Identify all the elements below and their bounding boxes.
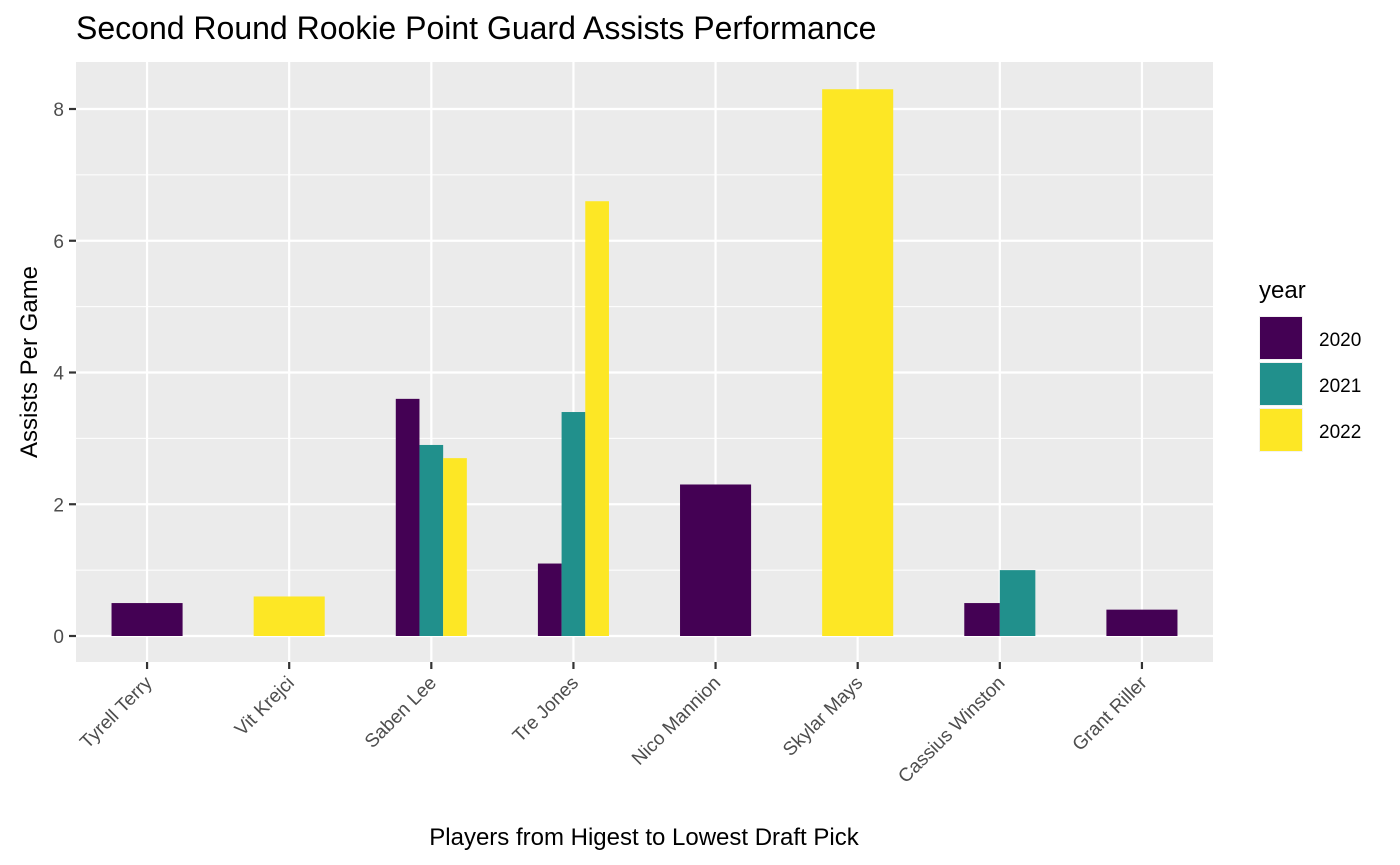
- x-tick-label: Tyrell Terry: [76, 672, 157, 753]
- bar-tre-jones-2021: [561, 412, 586, 636]
- bar-tre-jones-2020: [537, 563, 562, 636]
- x-tick-label: Tre Jones: [509, 673, 583, 747]
- y-tick-label: 2: [53, 495, 64, 516]
- legend-label-2021: 2021: [1319, 376, 1361, 397]
- bar-nico-mannion-2020: [680, 484, 752, 636]
- bar-tre-jones-2022: [585, 201, 609, 636]
- y-tick-label: 6: [53, 232, 64, 253]
- x-tick-label: Grant Riller: [1069, 672, 1152, 755]
- bar-skylar-mays-2022: [822, 89, 894, 637]
- chart-title: Second Round Rookie Point Guard Assists …: [76, 10, 876, 46]
- x-tick-label: Skylar Mays: [779, 673, 867, 761]
- bars: [111, 89, 1178, 637]
- y-tick-label: 4: [53, 364, 64, 385]
- legend-swatch-2022: [1260, 409, 1302, 451]
- x-axis-title: Players from Higest to Lowest Draft Pick: [429, 824, 859, 851]
- bar-grant-riller-2020: [1106, 609, 1178, 636]
- bar-cassius-winston-2021: [999, 570, 1036, 636]
- y-tick-label: 0: [53, 627, 64, 648]
- plot-panel: [76, 62, 1213, 662]
- x-tick-label: Vit Krejci: [231, 673, 299, 741]
- bar-saben-lee-2021: [419, 444, 444, 636]
- bar-vit-krejci-2022: [253, 596, 325, 636]
- legend-title: year: [1259, 277, 1306, 304]
- bar-cassius-winston-2020: [964, 603, 1000, 636]
- legend-label-2022: 2022: [1319, 422, 1361, 443]
- bar-saben-lee-2020: [395, 398, 420, 636]
- legend: year 2020 2021 2022: [1259, 277, 1361, 452]
- x-axis: Tyrell Terry Vit Krejci Saben Lee Tre Jones…: [76, 662, 1152, 788]
- legend-swatch-2021: [1260, 363, 1302, 405]
- x-tick-label: Cassius Winston: [894, 673, 1009, 788]
- x-tick-label: Saben Lee: [361, 673, 441, 753]
- legend-label-2020: 2020: [1319, 330, 1361, 351]
- y-tick-label: 8: [53, 100, 64, 121]
- x-tick-label: Nico Mannion: [628, 673, 725, 770]
- bar-tyrell-terry-2020: [111, 603, 183, 636]
- y-axis: 0 2 4 6 8: [53, 100, 76, 648]
- bar-saben-lee-2022: [443, 458, 467, 636]
- y-axis-title: Assists Per Game: [16, 266, 43, 458]
- legend-swatch-2020: [1260, 317, 1302, 359]
